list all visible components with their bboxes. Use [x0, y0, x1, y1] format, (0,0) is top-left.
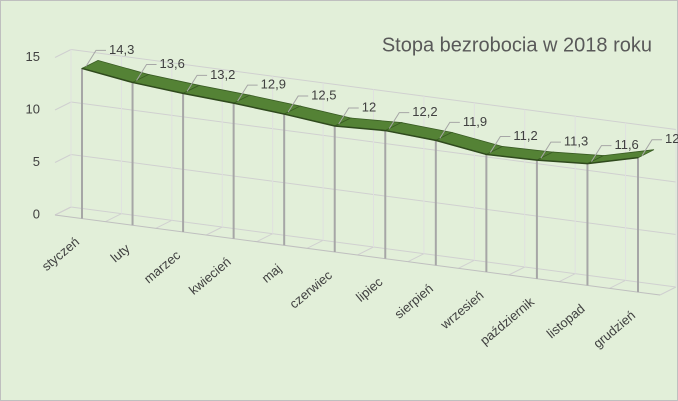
y-tick-label: 5: [33, 154, 40, 169]
data-label: 13,2: [210, 67, 235, 82]
floor-grid: [206, 226, 223, 236]
floor-grid: [155, 219, 173, 229]
data-label: 12,8: [665, 131, 678, 146]
data-label: 12,2: [412, 104, 437, 119]
line: [81, 67, 639, 165]
label-leader: [287, 95, 309, 113]
label-leader: [237, 84, 258, 102]
floor-grid: [407, 253, 425, 263]
label-leader: [85, 49, 106, 67]
floor-grid: [357, 246, 374, 256]
label-leader: [388, 112, 410, 129]
data-label: 11,2: [513, 128, 537, 143]
floor-grid: [458, 259, 475, 269]
floor-grid: [256, 233, 273, 243]
chart-title: Stopa bezrobocia w 2018 roku: [382, 34, 652, 56]
data-label: 14,3: [109, 42, 134, 57]
label-leader: [338, 107, 359, 125]
label-leader: [136, 63, 157, 81]
floor-edge: [54, 214, 661, 296]
data-label: 12,9: [261, 77, 286, 92]
data-label: 12,5: [311, 87, 336, 102]
label-leader: [591, 145, 612, 162]
data-label: 11,9: [463, 114, 487, 129]
data-label: 11,6: [614, 137, 638, 152]
data-label: 13,6: [160, 56, 185, 71]
label-leader: [489, 135, 511, 153]
label-leader: [641, 139, 662, 156]
floor-grid: [609, 279, 626, 289]
y-tick-label: 10: [26, 101, 40, 116]
data-label: 12: [362, 99, 376, 114]
grid-line: [54, 49, 72, 58]
grid-line: [54, 101, 72, 111]
label-leader: [186, 74, 208, 92]
floor-grid: [659, 286, 677, 296]
grid-line: [54, 154, 72, 163]
label-leader: [439, 121, 460, 139]
floor-grid: [54, 206, 72, 216]
y-tick-label: 15: [26, 49, 40, 64]
y-tick-label: 0: [33, 206, 40, 221]
label-leader: [540, 141, 561, 159]
data-label: 11,3: [564, 134, 588, 149]
floor-grid: [508, 266, 525, 276]
floor-grid: [105, 213, 122, 223]
floor-grid: [558, 273, 576, 283]
floor-grid: [306, 239, 324, 249]
